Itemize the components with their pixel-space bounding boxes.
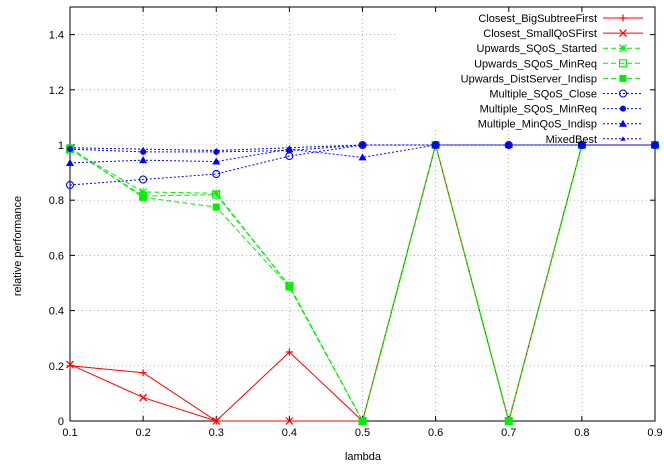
- data-point: [139, 393, 148, 402]
- data-point: [619, 119, 627, 127]
- data-point: [212, 157, 221, 165]
- data-point: [618, 89, 628, 98]
- x-axis-label: lambda: [345, 451, 382, 463]
- x-tick-label: 0.3: [209, 427, 224, 439]
- x-tick-label: 0.5: [355, 427, 370, 439]
- data-point: [358, 153, 367, 161]
- legend: Closest_BigSubtreeFirst Closest_SmallQoSF…: [461, 13, 643, 146]
- legend-entry: Closest_BigSubtreeFirst: [478, 13, 643, 25]
- legend-entry: Closest_SmallQoSFirst: [483, 28, 643, 40]
- data-point: [139, 175, 148, 184]
- data-point: [139, 188, 148, 196]
- legend-entry: Upwards_SQoS_Started: [477, 43, 643, 55]
- data-point: [139, 369, 147, 377]
- data-point: [139, 156, 148, 164]
- y-tick-label: 0.8: [49, 195, 64, 207]
- legend-entry: Multiple_MinQoS_Indisp: [478, 119, 643, 131]
- data-point: [66, 158, 74, 166]
- series-lines: [65, 140, 660, 426]
- x-tick-label: 0.7: [501, 427, 516, 439]
- legend-label: Multiple_SQoS_Close: [489, 89, 597, 101]
- y-axis-label: relative performance: [12, 196, 24, 296]
- data-point: [579, 142, 585, 147]
- data-point: [619, 44, 627, 53]
- series-line: [69, 144, 655, 164]
- data-point: [66, 360, 74, 369]
- legend-label: Multiple_MinQoS_Indisp: [478, 119, 597, 131]
- y-tick-label: 0.2: [49, 361, 64, 373]
- axes: 0.1 0.2 0.3 0.4 0.5 0.6 0.7 0.8 0.9 0 0.2 0.4 0.6 0.8…: [49, 6, 663, 439]
- data-point: [212, 190, 221, 199]
- x-tick-label: 0.4: [282, 427, 297, 439]
- legend-label: Upwards_DistServer_Indisp: [461, 73, 597, 85]
- legend-entry: Multiple_SQoS_MinReq: [480, 104, 643, 116]
- data-point: [212, 169, 221, 179]
- data-point: [618, 59, 628, 68]
- data-point: [65, 180, 75, 190]
- x-tick-label: 0.2: [135, 427, 150, 439]
- series-line: [69, 143, 655, 423]
- data-point: [285, 283, 293, 291]
- y-tick-label: 0: [58, 416, 64, 428]
- data-point: [619, 74, 627, 82]
- data-point: [506, 142, 512, 147]
- data-point: [359, 417, 366, 425]
- legend-label: Upwards_SQoS_MinReq: [474, 58, 597, 70]
- y-tick-label: 1.2: [49, 85, 64, 97]
- series-multiple-sqos-close: [65, 140, 660, 190]
- data-point: [360, 142, 365, 147]
- data-point: [286, 145, 292, 150]
- legend-label: Multiple_SQoS_MinReq: [480, 104, 597, 116]
- legend-entry: Multiple_SQoS_Close: [489, 89, 643, 101]
- data-point: [652, 142, 658, 147]
- legend-entry: Upwards_SQoS_MinReq: [474, 58, 643, 70]
- x-tick-label: 0.8: [574, 427, 589, 439]
- data-point: [212, 189, 221, 198]
- legend-entry: MixedBest: [546, 134, 643, 146]
- series-mixedbest: [67, 142, 658, 153]
- series-line: [69, 144, 655, 186]
- y-tick-label: 0.6: [49, 250, 64, 262]
- data-point: [213, 148, 219, 153]
- data-point: [212, 417, 221, 425]
- data-point: [620, 105, 626, 112]
- data-point: [212, 203, 220, 211]
- data-point: [619, 29, 627, 38]
- data-point: [285, 417, 294, 425]
- legend-label: Closest_SmallQoSFirst: [483, 28, 597, 40]
- data-point: [620, 136, 626, 141]
- data-point: [619, 14, 627, 22]
- legend-label: Closest_BigSubtreeFirst: [478, 13, 597, 25]
- y-tick-label: 0.4: [49, 306, 64, 318]
- legend-label: MixedBest: [546, 134, 597, 146]
- y-tick-label: 1.4: [49, 30, 64, 42]
- data-point: [139, 193, 147, 201]
- x-tick-label: 0.6: [428, 427, 443, 439]
- x-tick-label: 0.9: [647, 427, 662, 439]
- data-point: [140, 146, 146, 152]
- data-point: [505, 417, 513, 425]
- y-tick-label: 1: [58, 140, 64, 152]
- data-point: [67, 145, 73, 150]
- x-tick-label: 0.1: [62, 427, 77, 439]
- legend-entry: Upwards_DistServer_Indisp: [461, 73, 643, 85]
- data-point: [433, 142, 439, 147]
- legend-label: Upwards_SQoS_Started: [477, 43, 597, 55]
- data-point: [285, 348, 293, 356]
